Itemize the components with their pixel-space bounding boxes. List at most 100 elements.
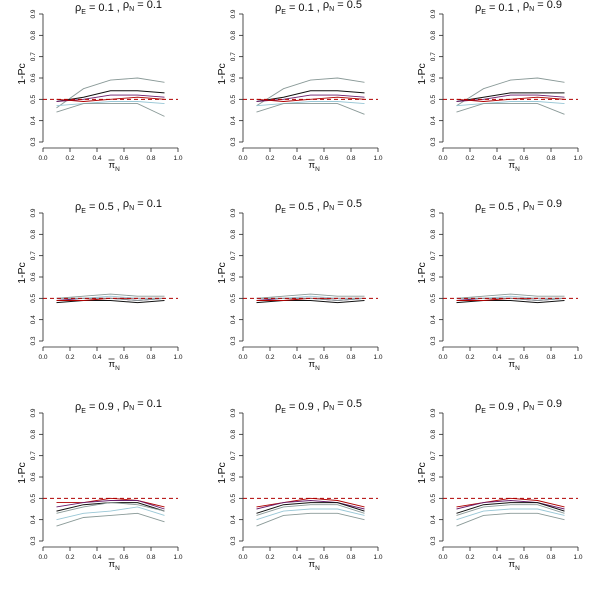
title-part-b: = 0.5 , — [286, 201, 323, 213]
title-part-a_sub: E — [281, 208, 286, 215]
panel-4: ρE = 0.5 , ρN = 0.10.30.40.50.60.70.80.9… — [16, 198, 183, 372]
x-label-subscript: N — [315, 365, 320, 372]
title-part-c: ρ — [523, 398, 529, 410]
x-tick-label: 0.8 — [346, 554, 355, 561]
title-part-b: = 0.1 , — [286, 2, 323, 14]
title-part-c_sub: N — [529, 6, 534, 13]
series-line-3 — [56, 94, 165, 102]
y-tick-label: 0.5 — [230, 293, 237, 302]
series-line-4 — [456, 504, 565, 516]
x-tick-label: 0.4 — [292, 155, 301, 162]
title-part-a_sub: E — [281, 9, 286, 16]
y-tick-label: 0.9 — [430, 208, 437, 217]
x-label-subscript: N — [115, 565, 120, 572]
x-axis-label: πN — [309, 559, 321, 572]
x-label-subscript: N — [115, 365, 120, 372]
x-tick-label: 0.6 — [119, 155, 128, 162]
x-label-symbol: π — [309, 359, 316, 370]
x-label-symbol: π — [509, 160, 516, 171]
title-part-c_sub: N — [329, 205, 334, 212]
series-line-5 — [56, 506, 165, 521]
y-tick-label: 0.6 — [30, 272, 37, 281]
y-tick-label: 0.8 — [430, 30, 437, 39]
series-line-5 — [256, 508, 365, 521]
x-label-subscript: N — [315, 166, 320, 173]
panel-2: ρE = 0.1 , ρN = 0.50.30.40.50.60.70.80.9… — [216, 0, 383, 173]
x-tick-label: 0.6 — [319, 554, 328, 561]
y-tick-label: 0.9 — [430, 408, 437, 417]
series-line-5 — [56, 101, 165, 107]
title-part-c_sub: N — [129, 205, 134, 212]
y-axis-label: 1-Pc — [416, 63, 428, 85]
title-part-d: = 0.1 — [134, 0, 162, 11]
title-part-c: ρ — [323, 398, 329, 410]
series-line-2 — [56, 90, 165, 102]
x-tick-label: 0.0 — [238, 354, 247, 361]
x-tick-label: 1.0 — [373, 155, 382, 162]
y-tick-label: 0.9 — [430, 9, 437, 18]
y-axis-label: 1-Pc — [16, 262, 28, 284]
y-tick-label: 0.4 — [230, 315, 237, 324]
y-tick-label: 0.7 — [430, 451, 437, 460]
series-line-2 — [56, 300, 165, 304]
series-line-4 — [456, 96, 565, 102]
y-tick-label: 0.6 — [30, 73, 37, 82]
title-part-b: = 0.9 , — [286, 401, 323, 413]
title-part-a_sub: E — [81, 9, 86, 16]
y-tick-label: 0.4 — [430, 515, 437, 524]
title-part-c: ρ — [123, 398, 129, 410]
title-part-c: ρ — [123, 0, 129, 11]
y-axis-label: 1-Pc — [416, 262, 428, 284]
y-tick-label: 0.7 — [230, 251, 237, 260]
x-tick-label: 0.6 — [319, 155, 328, 162]
series-line-6 — [256, 103, 365, 115]
title-part-a: ρ — [475, 201, 481, 213]
y-tick-label: 0.5 — [30, 493, 37, 502]
title-part-a: ρ — [275, 401, 281, 413]
x-tick-label: 0.2 — [265, 554, 274, 561]
title-part-a_sub: E — [81, 208, 86, 215]
x-label-subscript: N — [115, 166, 120, 173]
panel-title: ρE = 0.5 , ρN = 0.1 — [75, 198, 162, 215]
title-part-b: = 0.5 , — [86, 201, 123, 213]
x-tick-label: 0.8 — [346, 155, 355, 162]
y-tick-label: 0.4 — [30, 515, 37, 524]
x-tick-label: 0.4 — [92, 554, 101, 561]
x-label-symbol: π — [109, 359, 116, 370]
x-label-symbol: π — [309, 559, 316, 570]
y-axis-label: 1-Pc — [16, 63, 28, 85]
y-tick-label: 0.8 — [230, 229, 237, 238]
series-line-1 — [56, 497, 165, 508]
title-part-c: ρ — [523, 0, 529, 11]
x-label-subscript: N — [515, 565, 520, 572]
y-tick-label: 0.3 — [230, 137, 237, 146]
y-axis-label: 1-Pc — [216, 63, 228, 85]
x-tick-label: 0.2 — [265, 155, 274, 162]
y-tick-label: 0.3 — [430, 336, 437, 345]
panel-title: ρE = 0.5 , ρN = 0.9 — [475, 198, 562, 215]
title-part-d: = 0.1 — [134, 398, 162, 410]
y-axis-label: 1-Pc — [216, 462, 228, 484]
title-part-c: ρ — [323, 198, 329, 210]
series-line-5 — [456, 101, 565, 107]
title-part-c_sub: N — [529, 405, 534, 412]
panel-7: ρE = 0.9 , ρN = 0.10.30.40.50.60.70.80.9… — [16, 398, 183, 572]
series-line-1 — [256, 497, 365, 508]
y-tick-label: 0.8 — [230, 429, 237, 438]
series-line-6 — [456, 512, 565, 527]
title-part-a_sub: E — [81, 408, 86, 415]
y-axis-label: 1-Pc — [216, 262, 228, 284]
x-tick-label: 1.0 — [373, 554, 382, 561]
y-tick-label: 0.3 — [430, 536, 437, 545]
title-part-a_sub: E — [481, 208, 486, 215]
panel-3: ρE = 0.1 , ρN = 0.90.30.40.50.60.70.80.9… — [416, 0, 583, 173]
title-part-a: ρ — [275, 201, 281, 213]
title-part-b: = 0.9 , — [486, 401, 523, 413]
series-line-1 — [456, 293, 565, 299]
y-tick-label: 0.5 — [30, 94, 37, 103]
x-label-subscript: N — [515, 365, 520, 372]
series-line-3 — [456, 502, 565, 514]
x-tick-label: 1.0 — [573, 354, 582, 361]
series-line-5 — [456, 508, 565, 521]
